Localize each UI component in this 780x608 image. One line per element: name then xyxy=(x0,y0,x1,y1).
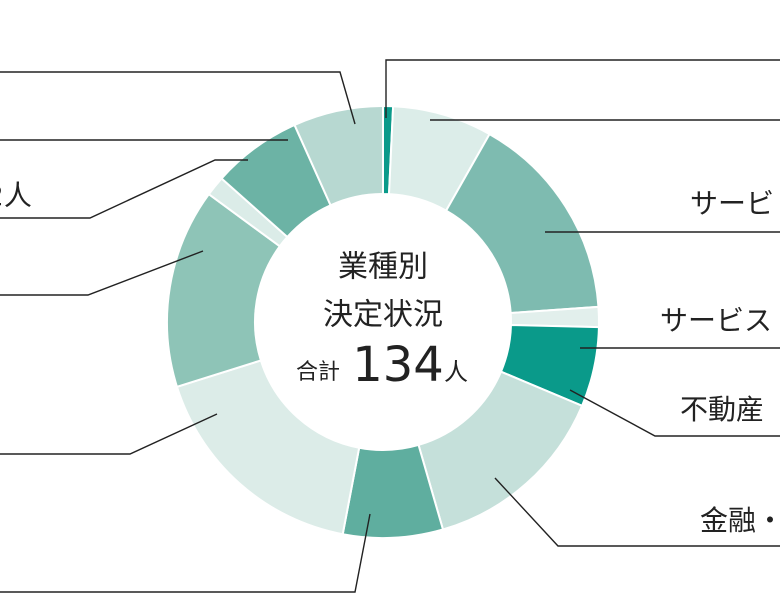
leader-line xyxy=(0,71,356,125)
leader-line xyxy=(569,389,780,437)
leader-line xyxy=(385,59,780,118)
category-label: 不動産 xyxy=(680,393,764,426)
donut-segment xyxy=(417,370,584,531)
total-value: 134 xyxy=(352,337,444,393)
chart-subtitle: 決定状況 xyxy=(323,298,443,333)
category-label: サービス xyxy=(660,304,772,337)
leader-line xyxy=(0,513,371,593)
donut xyxy=(166,104,601,539)
total-unit: 人 xyxy=(444,358,468,386)
leader-line xyxy=(0,159,248,219)
chart-title: 業種別 xyxy=(338,250,428,285)
donut-segment xyxy=(175,359,361,536)
leaders xyxy=(0,59,780,593)
category-label: 金融・ xyxy=(700,504,780,537)
leader-line xyxy=(494,477,780,547)
category-label: サービ xyxy=(690,187,774,220)
donut-segment xyxy=(293,104,384,207)
leader-line xyxy=(0,250,204,296)
value-label: 2人 xyxy=(0,179,32,212)
leader-line xyxy=(0,413,218,455)
total-label: 合計 xyxy=(296,360,340,385)
